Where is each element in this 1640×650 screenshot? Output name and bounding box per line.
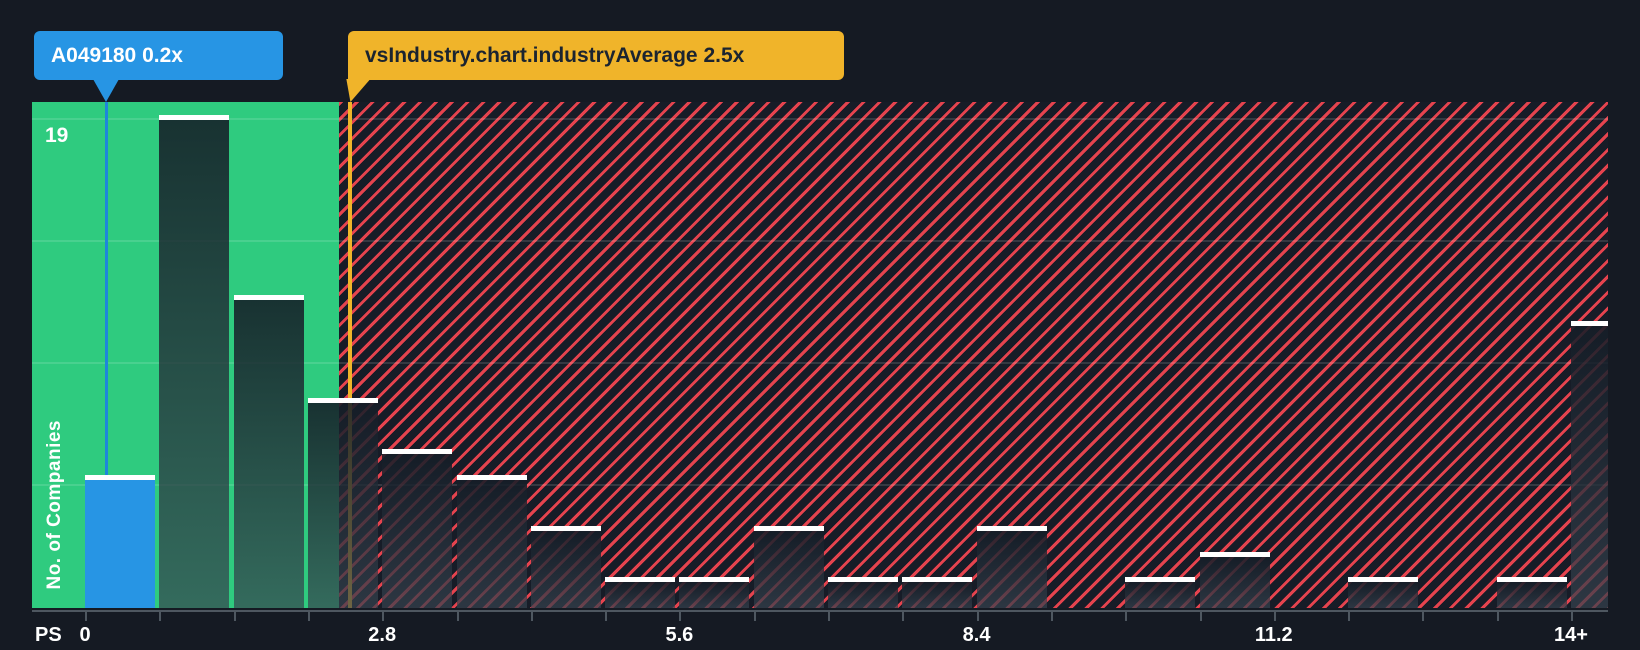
histogram-bar[interactable]: [530, 525, 601, 608]
histogram-bar[interactable]: [382, 448, 453, 608]
bar-top-cap: [1496, 577, 1567, 583]
histogram-bar[interactable]: [902, 577, 973, 608]
histogram-bar[interactable]: [456, 474, 527, 608]
histogram-bar[interactable]: [1199, 551, 1270, 608]
company-histogram-bar[interactable]: [85, 474, 155, 608]
x-axis-tick: [456, 612, 459, 621]
x-axis-tick: [1199, 612, 1202, 621]
x-axis-tick: [530, 612, 533, 621]
x-axis-tick: [753, 612, 756, 621]
histogram-bar[interactable]: [233, 294, 304, 608]
plot-area: 19 No. of Companies: [32, 102, 1608, 608]
histogram-bar[interactable]: [679, 577, 750, 608]
x-axis-label: 8.4: [962, 624, 991, 646]
company-tooltip: A049180 0.2x: [34, 31, 283, 80]
x-axis-tick: [1273, 612, 1276, 621]
x-axis-tick: [902, 612, 905, 621]
x-axis-tick: [382, 612, 385, 621]
histogram-bar[interactable]: [976, 525, 1047, 608]
x-axis-label: 11.2: [1254, 624, 1293, 646]
bar-top-cap: [1348, 577, 1419, 583]
bar-top-cap: [1199, 551, 1270, 557]
histogram-bar[interactable]: [1496, 577, 1567, 608]
gridline: [32, 240, 1608, 243]
bar-top-cap: [679, 577, 750, 583]
industry-average-line: [348, 102, 353, 608]
x-axis-tick: [1348, 612, 1351, 621]
histogram-bar[interactable]: [1571, 320, 1608, 608]
company-tooltip-label: A049180 0.2x: [51, 44, 183, 67]
bar-top-cap: [1571, 320, 1608, 326]
histogram-bar[interactable]: [1125, 577, 1196, 608]
x-axis-tick: [1050, 612, 1053, 621]
x-axis-tick: [159, 612, 162, 621]
histogram-bar[interactable]: [605, 577, 676, 608]
gridline: [32, 362, 1608, 365]
x-axis-tick: [1422, 612, 1425, 621]
x-axis-label: 14+: [1553, 624, 1588, 646]
bar-top-cap: [530, 525, 601, 531]
x-axis-tick: [605, 612, 608, 621]
x-axis-tick: [679, 612, 682, 621]
x-axis-unit-label: PS: [35, 624, 62, 646]
bar-top-cap: [456, 474, 527, 480]
x-axis-tick: [1125, 612, 1128, 621]
x-axis-tick: [307, 612, 310, 621]
bar-top-cap: [828, 577, 898, 583]
bar-top-cap: [85, 474, 155, 480]
industry-tooltip-label: vsIndustry.chart.industryAverage 2.5x: [365, 44, 745, 67]
histogram-bar[interactable]: [753, 525, 824, 608]
x-axis-line: [32, 610, 1608, 612]
bar-top-cap: [1125, 577, 1196, 583]
histogram-bar[interactable]: [1348, 577, 1419, 608]
histogram-bar[interactable]: [159, 115, 230, 608]
x-axis-label: 0: [79, 624, 91, 646]
x-axis-tick: [828, 612, 830, 621]
bar-top-cap: [382, 448, 453, 454]
x-axis-tick: [1571, 612, 1573, 621]
y-axis-max-label: 19: [45, 124, 69, 147]
above-average-zone: [339, 102, 1608, 608]
bar-top-cap: [753, 525, 824, 531]
gridline: [32, 118, 1608, 121]
bar-top-cap: [605, 577, 676, 583]
x-axis-label: 2.8: [368, 624, 397, 646]
company-marker-line: [104, 102, 108, 475]
bar-top-cap: [159, 115, 230, 121]
industry-tooltip: vsIndustry.chart.industryAverage 2.5x: [348, 31, 845, 80]
gridline: [32, 484, 1608, 487]
industry-tooltip-pointer: [346, 79, 371, 102]
y-axis-title: No. of Companies: [44, 420, 65, 590]
bar-top-cap: [307, 397, 378, 403]
x-axis-label: 5.6: [665, 624, 694, 646]
x-axis-tick: [233, 612, 236, 621]
company-tooltip-pointer: [93, 79, 120, 102]
histogram-bar[interactable]: [828, 577, 898, 608]
x-axis-tick: [976, 612, 979, 621]
histogram-bar[interactable]: [307, 397, 378, 608]
x-axis-tick: [1496, 612, 1499, 621]
bar-top-cap: [902, 577, 973, 583]
bar-top-cap: [233, 294, 304, 300]
x-axis-tick: [85, 612, 87, 621]
bar-top-cap: [976, 525, 1047, 531]
